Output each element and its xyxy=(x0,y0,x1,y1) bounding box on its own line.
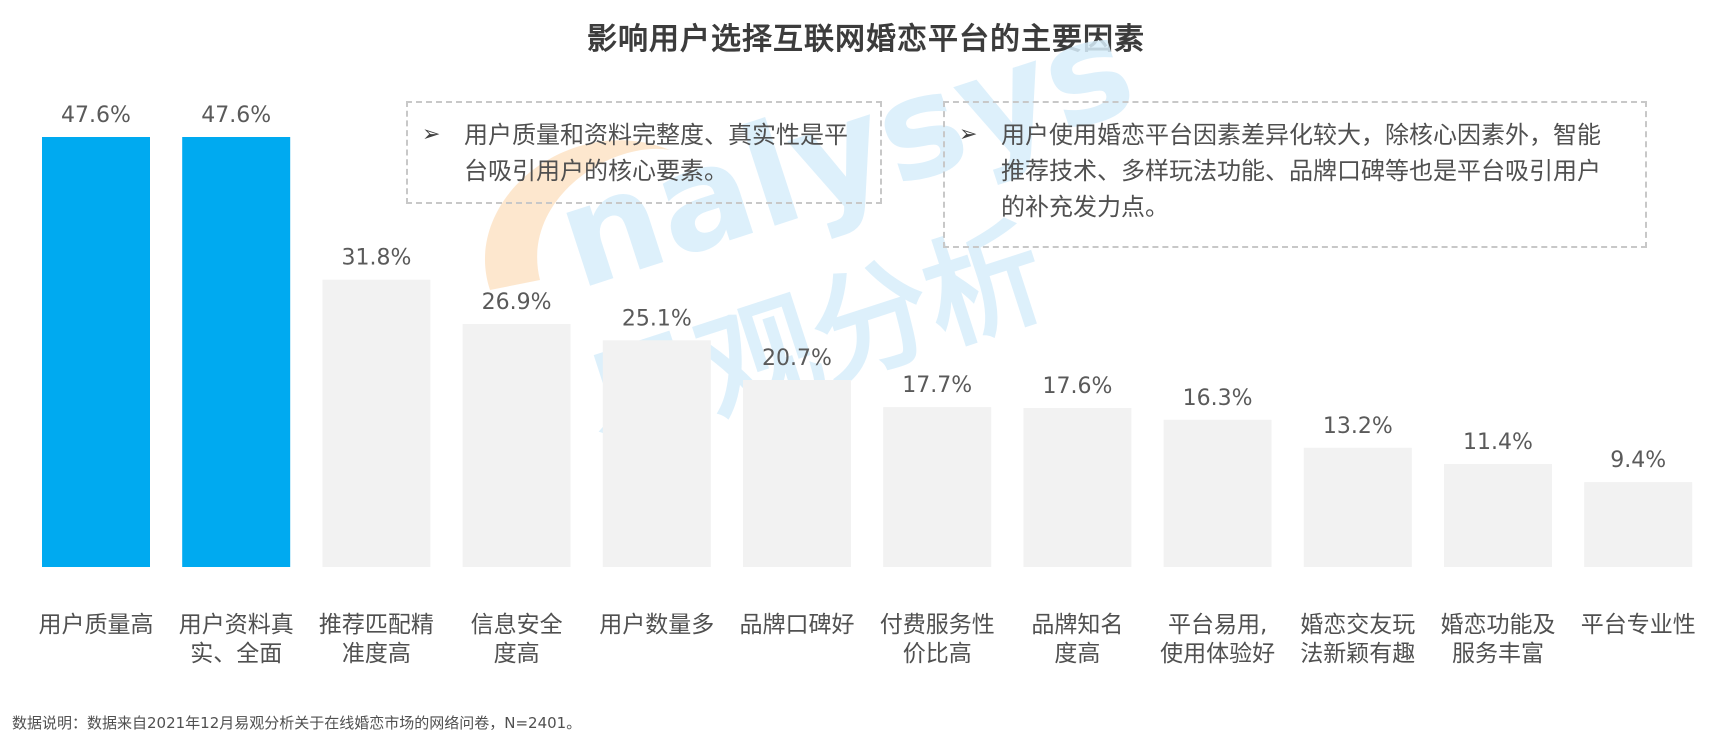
bar xyxy=(883,407,992,567)
category-label: 价比高 xyxy=(903,641,972,667)
note-box-supplementary: ➢ 用户使用婚恋平台因素差异化较大，除核心因素外，智能推荐技术、多样玩法功能、品… xyxy=(943,101,1647,248)
bar xyxy=(602,340,711,567)
bar xyxy=(1303,447,1412,567)
note-text-core: 用户质量和资料完整度、真实性是平台吸引用户的核心要素。 xyxy=(464,121,848,185)
note-box-core: ➢ 用户质量和资料完整度、真实性是平台吸引用户的核心要素。 xyxy=(406,101,882,204)
category-label: 品牌知名 xyxy=(1031,612,1123,638)
category-label: 用户质量高 xyxy=(39,612,154,638)
bar xyxy=(1163,419,1272,567)
category-label: 服务丰富 xyxy=(1452,641,1544,667)
category-label: 平台易用, xyxy=(1168,612,1267,638)
bar xyxy=(1444,464,1552,567)
value-labels-group: 47.6% 47.6% 31.8% 26.9% 25.1% 20.7% 17.7% 17.6%… xyxy=(61,103,1666,473)
arrow-bullet-icon: ➢ xyxy=(422,122,441,147)
value-label: 11.4% xyxy=(1463,430,1533,455)
arrow-bullet-icon: ➢ xyxy=(959,122,978,147)
bar xyxy=(1584,482,1693,567)
value-label: 20.7% xyxy=(762,346,832,371)
category-label: 度高 xyxy=(1054,641,1100,667)
category-label: 付费服务性 xyxy=(880,612,995,638)
bar xyxy=(42,137,150,567)
value-label: 47.6% xyxy=(61,103,131,128)
bar xyxy=(182,137,291,567)
value-label: 17.7% xyxy=(902,373,972,398)
category-label: 婚恋功能及 xyxy=(1441,612,1556,638)
category-label: 法新颖有趣 xyxy=(1300,641,1415,667)
value-label: 31.8% xyxy=(341,246,411,271)
category-label: 平台专业性 xyxy=(1581,612,1696,638)
value-label: 25.1% xyxy=(622,306,692,331)
category-label: 度高 xyxy=(494,641,540,667)
data-source-footnote: 数据说明：数据来自2021年12月易观分析关于在线婚恋市场的网络问卷，N=240… xyxy=(12,714,582,732)
value-label: 17.6% xyxy=(1042,374,1112,399)
value-label: 16.3% xyxy=(1183,386,1253,411)
category-label: 推荐匹配精 xyxy=(319,612,434,638)
category-label: 使用体验好 xyxy=(1160,641,1275,667)
value-label: 9.4% xyxy=(1610,448,1666,473)
note-text-supplementary: 用户使用婚恋平台因素差异化较大，除核心因素外，智能推荐技术、多样玩法功能、品牌口… xyxy=(1001,121,1601,221)
value-label: 26.9% xyxy=(482,290,552,315)
value-label: 13.2% xyxy=(1323,414,1393,439)
chart-title: 影响用户选择互联网婚恋平台的主要因素 xyxy=(587,22,1145,57)
bar xyxy=(322,279,431,567)
category-label: 实、全面 xyxy=(190,641,282,667)
bar xyxy=(462,324,571,567)
category-label: 信息安全 xyxy=(471,612,563,638)
bar xyxy=(1023,408,1132,567)
value-label: 47.6% xyxy=(201,103,271,128)
category-label: 品牌口碑好 xyxy=(740,612,855,638)
bar xyxy=(743,380,851,567)
bars-group xyxy=(42,137,1693,567)
category-label: 准度高 xyxy=(342,641,411,667)
category-label: 婚恋交友玩 xyxy=(1300,612,1415,638)
category-label: 用户资料真 xyxy=(179,612,294,638)
category-label: 用户数量多 xyxy=(599,612,714,638)
